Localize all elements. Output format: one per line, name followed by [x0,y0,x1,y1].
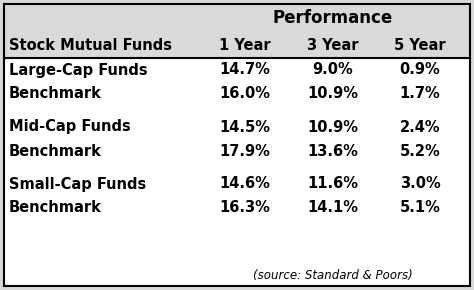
Text: Performance: Performance [273,9,392,27]
Text: Small-Cap Funds: Small-Cap Funds [9,177,146,191]
Text: 5 Year: 5 Year [394,37,446,52]
Text: 17.9%: 17.9% [219,144,271,159]
Text: 3 Year: 3 Year [307,37,358,52]
Text: 14.6%: 14.6% [219,177,271,191]
Text: (source: Standard & Poors): (source: Standard & Poors) [253,269,412,282]
Text: 13.6%: 13.6% [307,144,358,159]
Text: 5.1%: 5.1% [400,200,440,215]
Text: 14.5%: 14.5% [219,119,271,135]
Text: 0.9%: 0.9% [400,63,440,77]
Text: 16.0%: 16.0% [219,86,271,102]
Text: 2.4%: 2.4% [400,119,440,135]
Text: Large-Cap Funds: Large-Cap Funds [9,63,147,77]
Text: Stock Mutual Funds: Stock Mutual Funds [9,37,172,52]
Bar [4,4,470,58]
Text: Benchmark: Benchmark [9,144,102,159]
Text: 14.1%: 14.1% [307,200,358,215]
Text: 5.2%: 5.2% [400,144,440,159]
Text: 10.9%: 10.9% [307,86,358,102]
Text: 10.9%: 10.9% [307,119,358,135]
Text: 1.7%: 1.7% [400,86,440,102]
Text: 14.7%: 14.7% [219,63,271,77]
Text: 3.0%: 3.0% [400,177,440,191]
Text: 9.0%: 9.0% [312,63,353,77]
Text: 16.3%: 16.3% [219,200,271,215]
Text: 11.6%: 11.6% [307,177,358,191]
Text: Benchmark: Benchmark [9,86,102,102]
Text: Mid-Cap Funds: Mid-Cap Funds [9,119,131,135]
Text: 1 Year: 1 Year [219,37,271,52]
Text: Benchmark: Benchmark [9,200,102,215]
